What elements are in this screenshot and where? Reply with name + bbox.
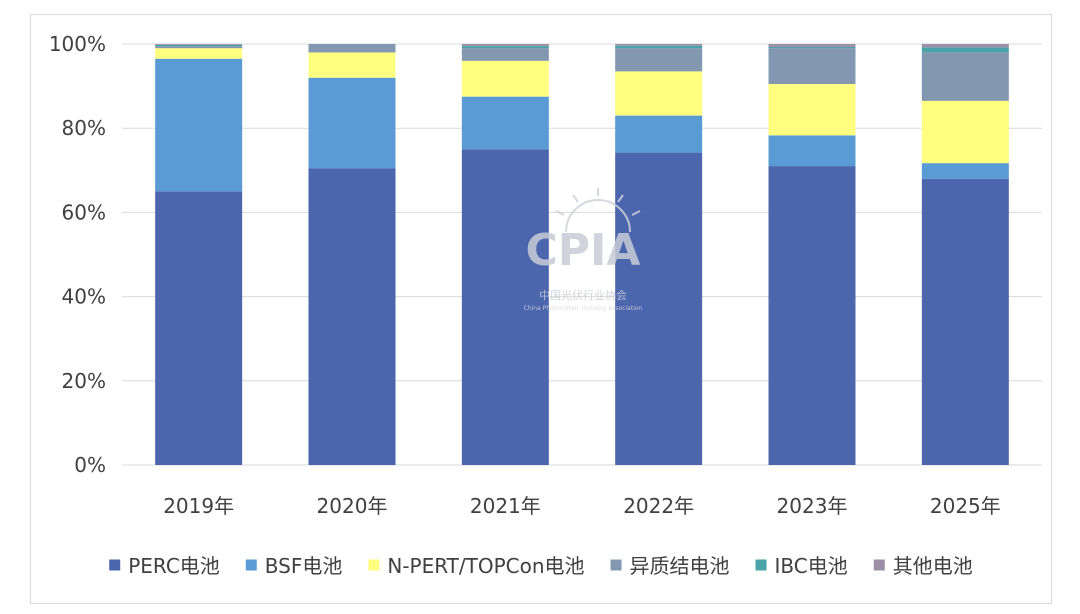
bar-segment [921, 100, 1009, 164]
bar-segment [615, 45, 703, 49]
sun-rays-icon [555, 188, 641, 233]
bar-segment [308, 168, 396, 465]
legend-label: 其他电池 [893, 554, 973, 578]
y-tick-label: 0% [74, 453, 106, 477]
x-tick-label: 2025年 [930, 494, 1001, 518]
bar-segment [461, 46, 549, 49]
legend-item: BSF电池 [245, 554, 343, 578]
bar-segment [615, 44, 703, 46]
legend-item: 异质结电池 [610, 554, 730, 578]
legend-swatch [109, 559, 121, 571]
legend-item: IBC电池 [755, 554, 848, 578]
bar-segment [615, 48, 703, 72]
bar-segment [155, 48, 243, 59]
y-tick-label: 80% [62, 116, 106, 140]
legend-swatch [610, 559, 622, 571]
legend-item: N-PERT/TOPCon电池 [368, 554, 585, 578]
x-tick-label: 2021年 [470, 494, 541, 518]
bar-segment [921, 52, 1009, 101]
y-tick-label: 100% [49, 32, 106, 56]
cpia-watermark: CPIA 中国光伏行业协会 China Photovoltaic Industr… [524, 188, 643, 312]
legend-item: PERC电池 [109, 554, 220, 578]
x-tick-label: 2019年 [163, 494, 234, 518]
bar-segment [155, 44, 243, 45]
bar-segment [155, 46, 243, 49]
bar-segment [461, 44, 549, 47]
legend-label: N-PERT/TOPCon电池 [387, 554, 584, 578]
x-tick-label: 2023年 [777, 494, 848, 518]
watermark-name-en: China Photovoltaic Industry Association [524, 305, 643, 312]
legend-swatch [368, 559, 380, 571]
bar-segment [461, 60, 549, 97]
bar-segment [155, 44, 243, 47]
bar-segment [921, 47, 1009, 53]
bar-segment [308, 77, 396, 169]
bar-segment [155, 191, 243, 465]
bar-segment [155, 58, 243, 192]
y-tick-label: 40% [62, 285, 106, 309]
bar-segment [768, 166, 856, 465]
bars [155, 44, 1009, 466]
bar-segment [921, 44, 1009, 48]
bar-segment [461, 149, 549, 465]
watermark-logo-text: CPIA [526, 225, 641, 276]
legend-label: 异质结电池 [630, 554, 730, 578]
legend-swatch [245, 559, 257, 571]
bar-segment [461, 96, 549, 150]
gridlines [122, 43, 1042, 466]
bar-segment [768, 46, 856, 49]
y-tick-label: 20% [62, 369, 106, 393]
watermark-name-cn: 中国光伏行业协会 [539, 288, 627, 302]
y-tick-label: 60% [62, 200, 106, 224]
bar-segment [921, 178, 1009, 465]
x-tick-label: 2022年 [623, 494, 694, 518]
bar-segment [768, 135, 856, 167]
legend-swatch [755, 559, 767, 571]
bar-segment [768, 48, 856, 84]
bar-segment [615, 71, 703, 116]
legend: PERC电池 BSF电池 N-PERT/TOPCon电池 异质结电池 IBC电池 其他电池 [109, 554, 973, 578]
bar-segment [461, 48, 549, 61]
legend-label: BSF电池 [265, 554, 343, 578]
bar-segment [308, 52, 396, 78]
legend-item: 其他电池 [873, 554, 973, 578]
legend-label: IBC电池 [775, 554, 848, 578]
x-tick-label: 2020年 [317, 494, 388, 518]
legend-swatch [873, 559, 885, 571]
bar-segment [615, 152, 703, 466]
bar-segment [768, 44, 856, 47]
x-axis-ticks: 2019年 2020年 2021年 2022年 2023年 2025年 [163, 494, 1001, 518]
y-axis-ticks: 0% 20% 40% 60% 80% 100% [49, 32, 106, 477]
bar-segment [615, 115, 703, 153]
legend-label: PERC电池 [128, 554, 220, 578]
bar-segment [308, 44, 396, 53]
bar-segment [768, 83, 856, 136]
bar-segment [921, 163, 1009, 179]
